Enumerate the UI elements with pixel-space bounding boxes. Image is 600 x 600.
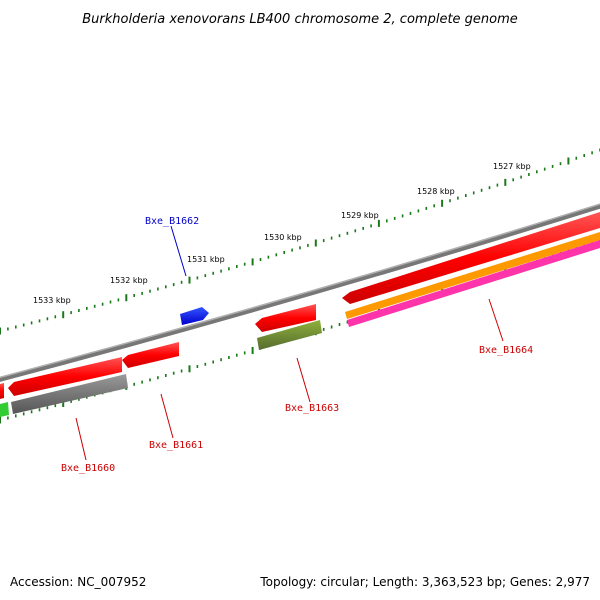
kbp-label-1533: 1533 kbp <box>33 296 71 305</box>
gene-Bxe_B1664-top[interactable] <box>342 212 600 304</box>
kbp-label-1527: 1527 kbp <box>493 162 531 171</box>
gene-label-Bxe_B1661: Bxe_B1661 <box>149 440 203 451</box>
gene-label-Bxe_B1663: Bxe_B1663 <box>285 403 339 414</box>
gene-Bxe_B1661[interactable] <box>11 374 128 414</box>
leader-Bxe_B1663 <box>296 357 311 403</box>
gene-magenta[interactable] <box>347 240 600 327</box>
kbp-label-1530: 1530 kbp <box>264 233 302 242</box>
gene-red-edge[interactable] <box>0 383 4 399</box>
page-title: Burkholderia xenovorans LB400 chromosome… <box>82 12 518 27</box>
leader-Bxe_B1664 <box>488 298 504 342</box>
gene-Bxe_B1663[interactable] <box>257 320 322 350</box>
gene-orange[interactable] <box>345 232 600 319</box>
kbp-label-1529: 1529 kbp <box>341 211 379 220</box>
leader-Bxe_B1662 <box>170 225 187 277</box>
gene-Bxe_B1662[interactable] <box>180 307 209 325</box>
gene-Bxe_B1660[interactable] <box>0 402 9 417</box>
accession-text: Accession: NC_007952 <box>10 575 146 589</box>
gene-label-Bxe_B1662: Bxe_B1662 <box>145 216 199 227</box>
outer-kbp-ruler <box>0 148 600 335</box>
topology-text: Topology: circular; Length: 3,363,523 bp… <box>259 575 590 589</box>
kbp-label-1531: 1531 kbp <box>187 255 225 264</box>
leader-Bxe_B1660 <box>75 417 87 461</box>
gene-label-Bxe_B1660: Bxe_B1660 <box>61 463 115 474</box>
genome-backbone-highlight <box>0 203 600 379</box>
gene-red-left-1[interactable] <box>8 357 122 396</box>
gene-red-left-2[interactable] <box>122 342 179 368</box>
leader-Bxe_B1661 <box>160 393 174 439</box>
genome-backbone <box>0 203 600 382</box>
gene-label-Bxe_B1664: Bxe_B1664 <box>479 345 533 356</box>
kbp-label-1532: 1532 kbp <box>110 276 148 285</box>
gene-red-mid[interactable] <box>255 304 316 332</box>
kbp-label-1528: 1528 kbp <box>417 187 455 196</box>
